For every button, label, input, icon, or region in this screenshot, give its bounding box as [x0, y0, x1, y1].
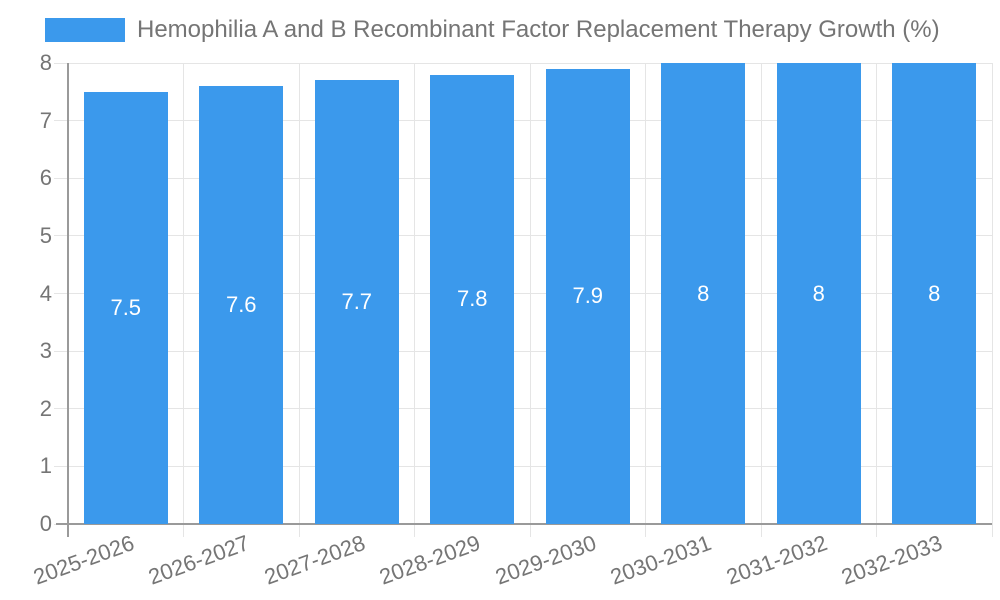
y-axis-label: 7 [39, 107, 52, 133]
bar: 7.8 [430, 74, 515, 524]
x-axis-label: 2028-2029 [376, 530, 484, 590]
x-axis-label: 2029-2030 [491, 530, 599, 590]
x-axis-label: 2027-2028 [260, 530, 368, 590]
gridline-h [54, 177, 992, 179]
bar: 7.5 [83, 91, 168, 524]
gridline-h [54, 350, 992, 352]
bar-value-label: 7.5 [110, 294, 142, 320]
y-axis-label: 6 [39, 165, 52, 191]
gridline-h [54, 408, 992, 410]
legend-swatch-icon [45, 18, 125, 42]
y-axis-label: 1 [39, 453, 52, 479]
bar: 8 [661, 63, 746, 524]
bar: 8 [776, 63, 861, 524]
y-axis-label: 2 [39, 395, 52, 421]
chart-title: Hemophilia A and B Recombinant Factor Re… [137, 16, 940, 43]
gridline-h [54, 62, 992, 64]
bar-value-label: 7.7 [341, 289, 373, 315]
x-axis-label: 2030-2031 [607, 530, 715, 590]
bar-value-label: 7.9 [572, 283, 604, 309]
bar: 7.7 [314, 80, 399, 524]
bar-value-label: 8 [697, 280, 710, 306]
y-axis-label: 8 [39, 50, 52, 75]
gridline-h [54, 120, 992, 122]
x-axis-label: 2026-2027 [145, 530, 253, 590]
gridline-v [183, 63, 184, 537]
y-axis-label: 5 [39, 222, 52, 248]
bar-value-label: 8 [928, 280, 941, 306]
gridline-h [54, 235, 992, 237]
gridline-v [876, 63, 877, 537]
x-axis-label: 2032-2033 [838, 530, 946, 590]
bar-value-label: 7.6 [225, 292, 257, 318]
bar-value-label: 7.8 [456, 286, 488, 312]
y-axis-line [67, 63, 69, 537]
bar-value-label: 8 [812, 280, 825, 306]
x-axis-label: 2031-2032 [722, 530, 830, 590]
y-axis-label: 3 [39, 338, 52, 364]
bar: 7.9 [545, 68, 630, 524]
gridline-v [760, 63, 762, 537]
x-axis-line [56, 523, 992, 525]
legend-item[interactable]: Hemophilia A and B Recombinant Factor Re… [45, 18, 940, 42]
gridline-v [991, 63, 993, 537]
y-axis-label: 0 [39, 511, 52, 536]
bar: 8 [892, 63, 977, 524]
y-axis-label: 4 [39, 280, 52, 306]
gridline-h [54, 293, 992, 294]
bar: 7.6 [199, 86, 284, 524]
gridline-v [298, 63, 300, 537]
gridline-v [414, 63, 415, 537]
x-axis-label: 2025-2026 [29, 530, 137, 590]
gridline-v [645, 63, 646, 537]
gridline-v [529, 63, 531, 537]
gridline-h [54, 465, 992, 467]
